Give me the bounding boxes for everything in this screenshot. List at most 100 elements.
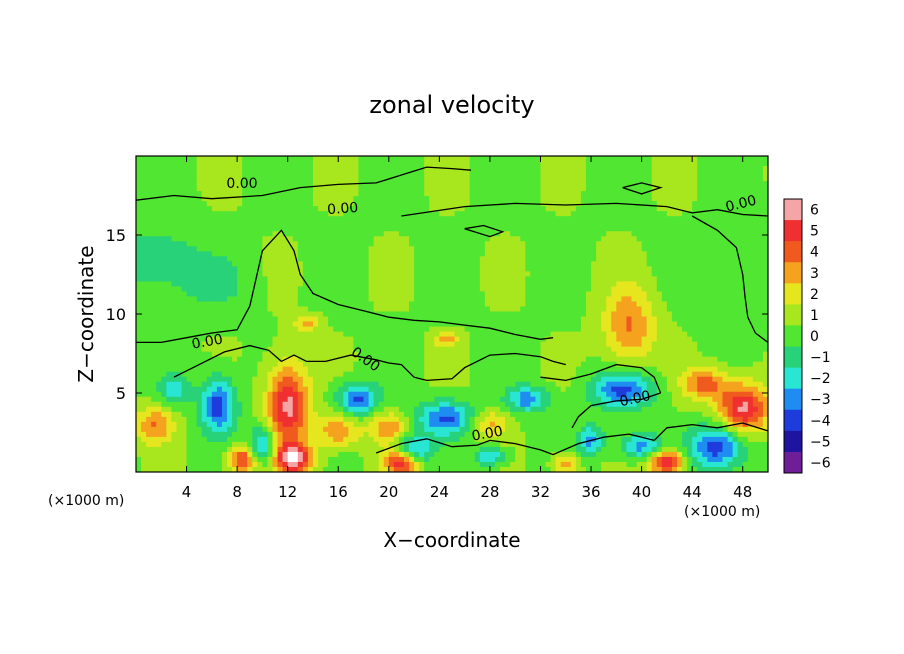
heatmap-cell xyxy=(338,276,344,282)
heatmap-cell xyxy=(141,306,147,313)
heatmap-cell xyxy=(727,346,734,353)
heatmap-cell xyxy=(747,191,754,197)
heatmap-cell xyxy=(287,301,294,308)
heatmap-cell xyxy=(474,351,481,358)
heatmap-cell xyxy=(540,306,547,313)
heatmap-cell xyxy=(378,276,385,282)
heatmap-cell xyxy=(555,201,562,207)
heatmap-cell xyxy=(596,196,602,202)
heatmap-cell xyxy=(328,351,334,358)
heatmap-cell xyxy=(500,216,506,222)
heatmap-cell xyxy=(348,311,355,318)
heatmap-cell xyxy=(191,331,198,338)
heatmap-cell xyxy=(555,296,562,303)
heatmap-cell xyxy=(141,321,147,328)
heatmap-cell xyxy=(414,336,420,343)
heatmap-cell xyxy=(752,261,759,267)
heatmap-cell xyxy=(737,291,744,298)
heatmap-cell xyxy=(328,171,334,177)
heatmap-cell xyxy=(343,216,349,222)
heatmap-cell xyxy=(373,331,380,338)
heatmap-cell xyxy=(646,246,653,252)
heatmap-cell xyxy=(151,166,157,172)
heatmap-cell xyxy=(474,281,481,288)
heatmap-cell xyxy=(671,291,678,298)
heatmap-cell xyxy=(424,321,430,328)
heatmap-cell xyxy=(530,261,537,267)
heatmap-cell xyxy=(505,231,511,237)
heatmap-cell xyxy=(262,336,269,343)
heatmap-cell xyxy=(570,311,577,318)
heatmap-cell xyxy=(707,326,713,333)
heatmap-cell xyxy=(338,196,344,202)
heatmap-cell xyxy=(363,196,370,202)
heatmap-cell xyxy=(424,261,430,267)
heatmap-cell xyxy=(494,176,501,182)
heatmap-cell xyxy=(702,311,708,318)
heatmap-cell xyxy=(171,166,178,172)
heatmap-cell xyxy=(398,326,405,333)
heatmap-cell xyxy=(343,176,349,182)
heatmap-cell xyxy=(211,226,218,232)
heatmap-cell xyxy=(666,211,673,217)
heatmap-cell xyxy=(444,321,451,328)
heatmap-cell xyxy=(318,271,324,277)
heatmap-cell xyxy=(211,296,218,303)
heatmap-cell xyxy=(424,181,430,187)
heatmap-cell xyxy=(510,321,516,328)
heatmap-cell xyxy=(403,341,410,348)
heatmap-cell xyxy=(742,176,749,182)
heatmap-cell xyxy=(272,226,279,232)
heatmap-cell xyxy=(201,286,208,293)
heatmap-cell xyxy=(186,271,193,277)
heatmap-cell xyxy=(161,191,167,197)
heatmap-cell xyxy=(661,166,668,172)
heatmap-cell xyxy=(398,216,405,222)
heatmap-cell xyxy=(565,166,572,172)
heatmap-cell xyxy=(520,206,526,212)
heatmap-cell xyxy=(752,166,759,172)
heatmap-cell xyxy=(368,346,375,353)
heatmap-cell xyxy=(287,346,294,353)
heatmap-cell xyxy=(585,336,592,343)
heatmap-cell xyxy=(530,301,537,308)
heatmap-cell xyxy=(535,351,542,358)
heatmap-cell xyxy=(196,221,203,227)
heatmap-cell xyxy=(378,286,385,293)
heatmap-cell xyxy=(621,326,628,333)
heatmap-cell xyxy=(439,311,446,318)
heatmap-cell xyxy=(237,216,243,222)
heatmap-cell xyxy=(252,236,258,242)
heatmap-cell xyxy=(737,156,744,162)
heatmap-cell xyxy=(146,251,152,257)
heatmap-cell xyxy=(242,211,248,217)
heatmap-cell xyxy=(247,276,253,282)
heatmap-cell xyxy=(631,331,638,338)
heatmap-cell xyxy=(707,251,713,257)
heatmap-cell xyxy=(757,316,764,323)
heatmap-cell xyxy=(707,271,713,277)
plot-area: 0.000.00 0.000.000.000.000.00 4 8 12 16 20 24 2… xyxy=(106,155,769,501)
heatmap-cell xyxy=(434,171,440,177)
heatmap-cell xyxy=(282,201,289,207)
heatmap-cell xyxy=(469,156,476,162)
heatmap-cell xyxy=(267,341,274,348)
heatmap-cell xyxy=(454,351,461,358)
heatmap-cell xyxy=(287,296,294,303)
heatmap-cell xyxy=(591,206,597,212)
heatmap-cell xyxy=(525,346,531,353)
heatmap-cell xyxy=(221,171,228,177)
heatmap-cell xyxy=(302,321,309,328)
heatmap-cell xyxy=(585,226,592,232)
heatmap-cell xyxy=(171,291,178,298)
heatmap-cell xyxy=(626,246,633,252)
heatmap-cell xyxy=(722,271,729,277)
heatmap-cell xyxy=(550,216,557,222)
heatmap-cell xyxy=(287,336,294,343)
heatmap-cell xyxy=(161,176,167,182)
heatmap-cell xyxy=(454,211,461,217)
heatmap-cell xyxy=(262,291,269,298)
heatmap-cell xyxy=(328,306,334,313)
heatmap-cell xyxy=(484,226,491,232)
heatmap-cell xyxy=(191,296,198,303)
